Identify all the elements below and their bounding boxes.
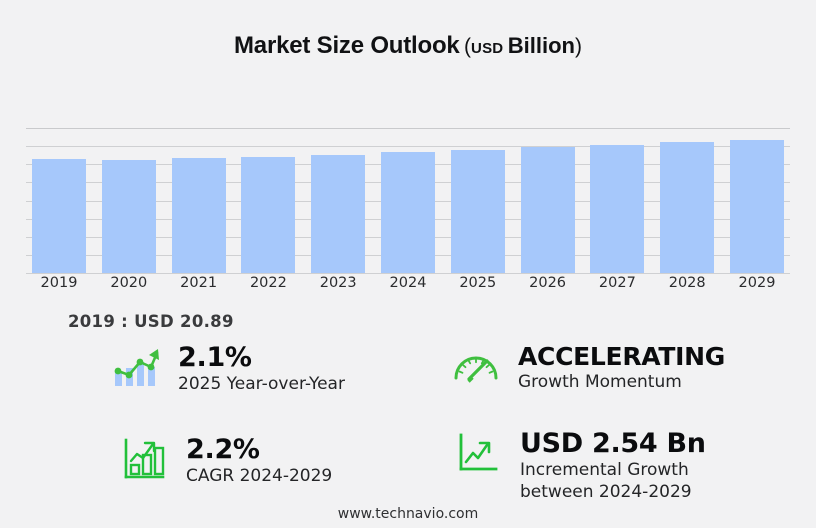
x-axis-label: 2022 xyxy=(249,275,287,291)
chart-x-axis xyxy=(26,273,790,274)
chart-x-axis-labels: 2019 2020 2021 2022 2023 2024 2025 2026 2027 2028… xyxy=(26,275,790,291)
title-main-text: Market Size Outlook xyxy=(234,32,460,59)
x-axis-label: 2023 xyxy=(319,275,357,291)
stat-yoy: 2.1% 2025 Year-over-Year xyxy=(108,342,345,396)
bar-column xyxy=(658,128,716,273)
bar xyxy=(32,158,86,273)
stat-cagr-value: 2.2% xyxy=(186,434,260,465)
x-axis-label: 2025 xyxy=(459,275,497,291)
bar xyxy=(660,141,715,273)
bar xyxy=(171,158,226,273)
x-axis-label: 2020 xyxy=(110,275,148,291)
bar-column xyxy=(30,128,88,273)
page-title: Market Size Outlook (USD Billion) xyxy=(0,32,816,60)
stat-incremental-value: USD 2.54 Bn xyxy=(520,428,706,459)
bar xyxy=(311,154,366,273)
stat-momentum-text: ACCELERATING Growth Momentum xyxy=(504,342,725,394)
footer-url: www.technavio.com xyxy=(337,506,479,522)
gridline xyxy=(26,146,790,148)
bar xyxy=(729,139,784,273)
x-axis-label: 2019 xyxy=(40,275,78,291)
stat-incremental-growth: USD 2.54 Bn Incremental Growth between 2… xyxy=(450,428,706,504)
gridline xyxy=(26,128,790,129)
bar-chart-arrow-icon xyxy=(116,434,172,484)
bar xyxy=(590,144,645,273)
stat-incremental-label: Incremental Growth between 2024-2029 xyxy=(520,460,692,502)
bar-column xyxy=(449,128,507,273)
title-unit-scale: Billion xyxy=(507,33,575,58)
stat-cagr: 2.2% CAGR 2024-2029 xyxy=(116,434,332,488)
bar xyxy=(520,147,575,273)
bar-column xyxy=(239,128,297,273)
bar xyxy=(101,159,156,273)
line-chart-arrow-icon xyxy=(450,428,506,478)
stat-momentum-value: ACCELERATING xyxy=(518,342,725,371)
bar-column xyxy=(519,128,577,273)
x-axis-label: 2024 xyxy=(389,275,427,291)
bar-column xyxy=(309,128,367,273)
title-paren-close: ) xyxy=(575,35,582,58)
bar-column xyxy=(100,128,158,273)
stat-yoy-value: 2.1% xyxy=(178,342,252,373)
x-axis-label: 2029 xyxy=(738,275,776,291)
bar-chart-trend-icon xyxy=(108,342,164,392)
bar xyxy=(241,156,296,273)
base-year-value: 2019 : USD 20.89 xyxy=(68,312,234,331)
stat-yoy-text: 2.1% 2025 Year-over-Year xyxy=(164,342,345,396)
bar-column xyxy=(379,128,437,273)
bar-column xyxy=(728,128,786,273)
bar-chart xyxy=(26,128,790,274)
stat-incremental-text: USD 2.54 Bn Incremental Growth between 2… xyxy=(506,428,706,504)
x-axis-label: 2027 xyxy=(598,275,636,291)
stat-momentum: ACCELERATING Growth Momentum xyxy=(448,342,725,394)
bar-column xyxy=(170,128,228,273)
stat-cagr-label: CAGR 2024-2029 xyxy=(186,466,333,487)
title-paren-open: ( xyxy=(464,35,472,58)
title-unit-currency: USD xyxy=(471,40,504,57)
x-axis-label: 2028 xyxy=(668,275,706,291)
x-axis-label: 2026 xyxy=(529,275,567,291)
x-axis-label: 2021 xyxy=(180,275,218,291)
stat-cagr-text: 2.2% CAGR 2024-2029 xyxy=(172,434,332,488)
bar xyxy=(450,149,505,273)
stat-yoy-label: 2025 Year-over-Year xyxy=(178,374,345,395)
stat-momentum-label: Growth Momentum xyxy=(518,372,682,392)
speedometer-icon xyxy=(448,342,504,392)
bar-column xyxy=(588,128,646,273)
bar xyxy=(380,152,435,273)
chart-bars xyxy=(26,128,790,273)
